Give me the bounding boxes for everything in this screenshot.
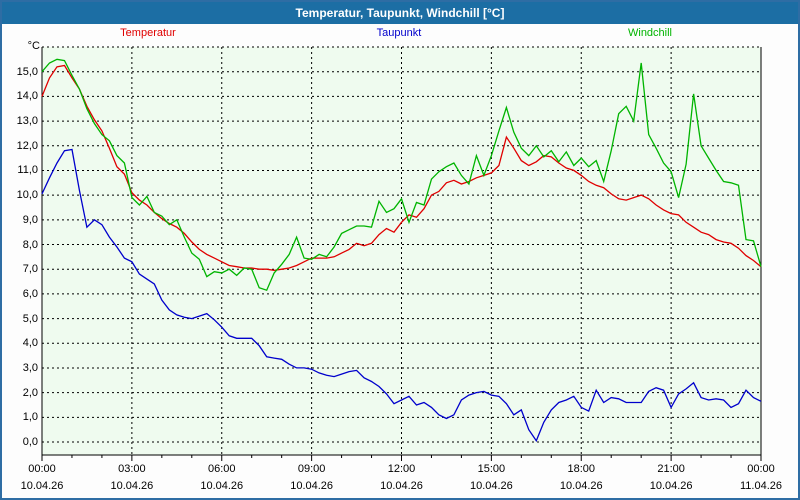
x-tick-time-label: 00:00	[28, 463, 56, 475]
x-tick-time-label: 06:00	[207, 463, 236, 475]
x-tick-time-label: 00:00	[747, 463, 775, 475]
y-tick-label: 3,0	[22, 361, 38, 374]
x-tick-time-label: 18:00	[567, 463, 596, 475]
y-tick-label: 6,0	[22, 287, 38, 300]
y-tick-label: 9,0	[22, 213, 38, 226]
x-tick-date-label: 10.04.26	[469, 480, 513, 492]
x-tick-date-label: 10.04.26	[649, 480, 693, 492]
x-tick-date-label: 10.04.26	[20, 480, 64, 492]
legend-item-temperatur: Temperatur	[120, 27, 176, 39]
y-tick-label: 1,0	[22, 411, 38, 424]
y-tick-label: 5,0	[22, 312, 38, 325]
x-tick-time-label: 12:00	[387, 463, 416, 475]
y-tick-label: 0,0	[22, 436, 38, 448]
series-line-temperatur	[41, 64, 762, 272]
x-tick-date-label: 11.04.26	[739, 480, 783, 492]
y-tick-label: 8,0	[22, 238, 38, 251]
legend-item-taupunkt: Taupunkt	[376, 27, 422, 39]
y-tick-label: 4,0	[22, 337, 38, 350]
y-tick-label: 15,0	[16, 65, 38, 78]
x-tick-date-label: 10.04.26	[110, 480, 154, 492]
y-tick-label: 12,0	[16, 139, 38, 152]
x-tick-date-label: 10.04.26	[290, 480, 334, 492]
x-tick-date-label: 10.04.26	[380, 480, 423, 492]
x-tick-time-label: 15:00	[477, 463, 506, 475]
y-tick-label: 14,0	[16, 90, 38, 103]
x-tick-time-label: 03:00	[118, 463, 146, 475]
y-axis-unit-label: °C	[27, 40, 40, 52]
y-tick-label: 2,0	[22, 386, 38, 399]
chart-title: Temperatur, Taupunkt, Windchill [°C]	[295, 6, 505, 20]
y-tick-label: 11,0	[17, 164, 38, 177]
series-line-taupunkt	[41, 148, 762, 443]
y-tick-label: 10,0	[16, 189, 38, 202]
y-tick-label: 13,0	[16, 115, 38, 128]
series-line-windchill	[41, 58, 762, 292]
legend-item-windchill: Windchill	[627, 27, 673, 39]
title-bar: Temperatur, Taupunkt, Windchill [°C]	[2, 2, 798, 24]
x-tick-date-label: 10.04.26	[559, 480, 603, 492]
y-tick-label: 7,0	[22, 263, 38, 276]
x-tick-time-label: 21:00	[657, 463, 685, 475]
x-tick-time-label: 09:00	[297, 463, 326, 475]
x-tick-date-label: 10.04.26	[200, 480, 244, 492]
